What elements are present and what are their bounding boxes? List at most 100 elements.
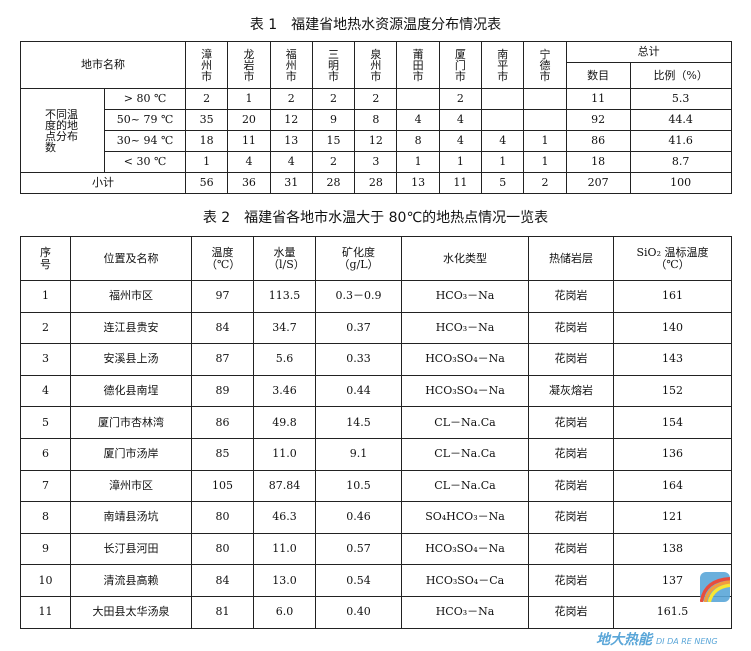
table-cell: 花岗岩 — [528, 437, 614, 471]
watermark-subtext: DI DA RE NENG — [656, 637, 718, 646]
table-cell: 4 — [438, 130, 483, 152]
table-row: 8 南靖县汤坑 80 46.3 0.46 SO₄HCO₃－Na 花岗岩 121 — [20, 501, 732, 534]
table-cell: 花岗岩 — [528, 532, 614, 566]
table-cell: 花岗岩 — [528, 311, 614, 345]
count-cell: 86 — [565, 130, 631, 152]
count-cell: 92 — [565, 109, 631, 131]
table-cell: CL－Na.Ca — [401, 406, 529, 439]
ratio-cell: 100 — [629, 172, 732, 194]
table-cell: HCO₃SO₄－Na — [401, 532, 529, 566]
city-header: 福州市 — [269, 41, 313, 89]
range-label: < 30 ℃ — [104, 151, 186, 173]
table-cell: 10 — [20, 564, 71, 597]
table-cell: 0.46 — [315, 501, 402, 534]
table-cell: 福州市区 — [70, 280, 192, 313]
table-cell: 12 — [269, 109, 313, 131]
table-cell: 2 — [20, 311, 71, 345]
table-cell: 5.6 — [253, 343, 316, 376]
table-cell: 厦门市杏林湾 — [70, 406, 192, 439]
table-cell: 0.44 — [315, 374, 402, 408]
city-header: 厦门市 — [438, 41, 483, 89]
city-header: 宁德市 — [523, 41, 567, 89]
table-cell: 84 — [191, 311, 254, 345]
watermark-text: 地大热能 DI DA RE NENG — [596, 629, 718, 648]
table-cell: 4 — [396, 109, 440, 131]
table-row: 11 大田县太华汤泉 81 6.0 0.40 HCO₃－Na 花岗岩 161.5 — [20, 595, 732, 629]
city-header: 泉州市 — [354, 41, 398, 89]
table-cell: 花岗岩 — [528, 406, 614, 439]
table-cell: 花岗岩 — [528, 564, 614, 597]
table-header-row: 数目 比例（%） — [21, 62, 732, 89]
table-cell: 1 — [227, 88, 271, 110]
column-header: 温度（℃） — [191, 236, 254, 281]
table-cell: 7 — [20, 469, 71, 503]
count-cell: 18 — [565, 151, 631, 173]
table-cell: 安溪县上汤 — [70, 343, 192, 376]
table-cell: 3.46 — [253, 374, 316, 408]
table-cell: 28 — [311, 172, 356, 194]
table-cell: 154 — [613, 406, 732, 439]
table-row: 3 安溪县上汤 87 5.6 0.33 HCO₃SO₄－Na 花岗岩 143 — [20, 343, 732, 376]
table-cell: 1 — [20, 280, 71, 313]
table-cell: 2 — [523, 172, 567, 194]
table-cell: 164 — [613, 469, 732, 503]
subtotal-label: 小计 — [20, 172, 186, 194]
table-cell: 1 — [523, 130, 567, 152]
subtotal-row: 小计 56 36 31 28 28 13 11 5 2 207 100 — [20, 172, 732, 194]
table-cell: 连江县贵安 — [70, 311, 192, 345]
ratio-cell: 8.7 — [629, 151, 732, 173]
table-cell: 6 — [20, 437, 71, 471]
table-cell — [523, 88, 567, 110]
table-cell: 86 — [191, 406, 254, 439]
table-cell: 80 — [191, 532, 254, 566]
table-cell: 9 — [20, 532, 71, 566]
city-header: 莆田市 — [396, 41, 440, 89]
table-cell: 136 — [613, 437, 732, 471]
table-cell: 89 — [191, 374, 254, 408]
table-cell: 花岗岩 — [528, 343, 614, 376]
table-cell: 11 — [227, 130, 271, 152]
table-cell: 34.7 — [253, 311, 316, 345]
table-cell: HCO₃SO₄－Ca — [401, 564, 529, 597]
ratio-cell: 41.6 — [629, 130, 732, 152]
table-cell: 2 — [269, 88, 313, 110]
table-cell: 4 — [20, 374, 71, 408]
table-cell: 漳州市区 — [70, 469, 192, 503]
count-cell: 207 — [565, 172, 631, 194]
table-cell — [481, 109, 525, 131]
table-cell: 138 — [613, 532, 732, 566]
table-cell: 8 — [20, 501, 71, 534]
table-cell: 11 — [20, 595, 71, 629]
table-header-row: 地市名称 漳州市 龙岩市 福州市 三明市 泉州市 莆田市 厦门市 南平市 宁德市 总计 — [20, 41, 732, 89]
table-row: 10 清流县高赖 84 13.0 0.54 HCO₃SO₄－Ca 花岗岩 137 — [20, 564, 732, 597]
table-cell: 4 — [269, 151, 313, 173]
table-cell — [523, 109, 567, 131]
table1-title: 表 1 福建省地热水资源温度分布情况表 — [249, 17, 502, 33]
count-cell: 11 — [565, 88, 631, 110]
table-row: 50~ 79 ℃ 35 20 12 9 8 4 4 92 44.4 — [21, 109, 732, 131]
range-label: 30~ 94 ℃ — [104, 130, 186, 152]
table-row: 6 厦门市汤岸 85 11.0 9.1 CL－Na.Ca 花岗岩 136 — [20, 437, 732, 471]
table-cell: 140 — [613, 311, 732, 345]
table-row: 5 厦门市杏林湾 86 49.8 14.5 CL－Na.Ca 花岗岩 154 — [20, 406, 732, 439]
table-cell: 87 — [191, 343, 254, 376]
table-cell: 0.54 — [315, 564, 402, 597]
table-cell: 1 — [396, 151, 440, 173]
table-cell: HCO₃－Na — [401, 595, 529, 629]
table-cell: 121 — [613, 501, 732, 534]
table-cell: 0.40 — [315, 595, 402, 629]
ratio-header: 比例（%） — [629, 62, 732, 89]
table-cell: 南靖县汤坑 — [70, 501, 192, 534]
table-row: 30~ 94 ℃ 18 11 13 15 12 8 4 4 1 86 41.6 — [21, 130, 732, 152]
table-cell: 10.5 — [315, 469, 402, 503]
table-cell: 0.57 — [315, 532, 402, 566]
table-cell: HCO₃－Na — [401, 311, 529, 345]
table-cell: 0.3－0.9 — [315, 280, 402, 313]
table-cell: 2 — [311, 151, 356, 173]
table2-title: 表 2 福建省各地市水温大于 80℃的地热点情况一览表 — [202, 210, 549, 226]
table-cell: 13 — [269, 130, 313, 152]
table-cell: 11.0 — [253, 532, 316, 566]
table-cell: 11 — [438, 172, 483, 194]
table-cell: 161 — [613, 280, 732, 313]
table-cell: 4 — [438, 109, 483, 131]
